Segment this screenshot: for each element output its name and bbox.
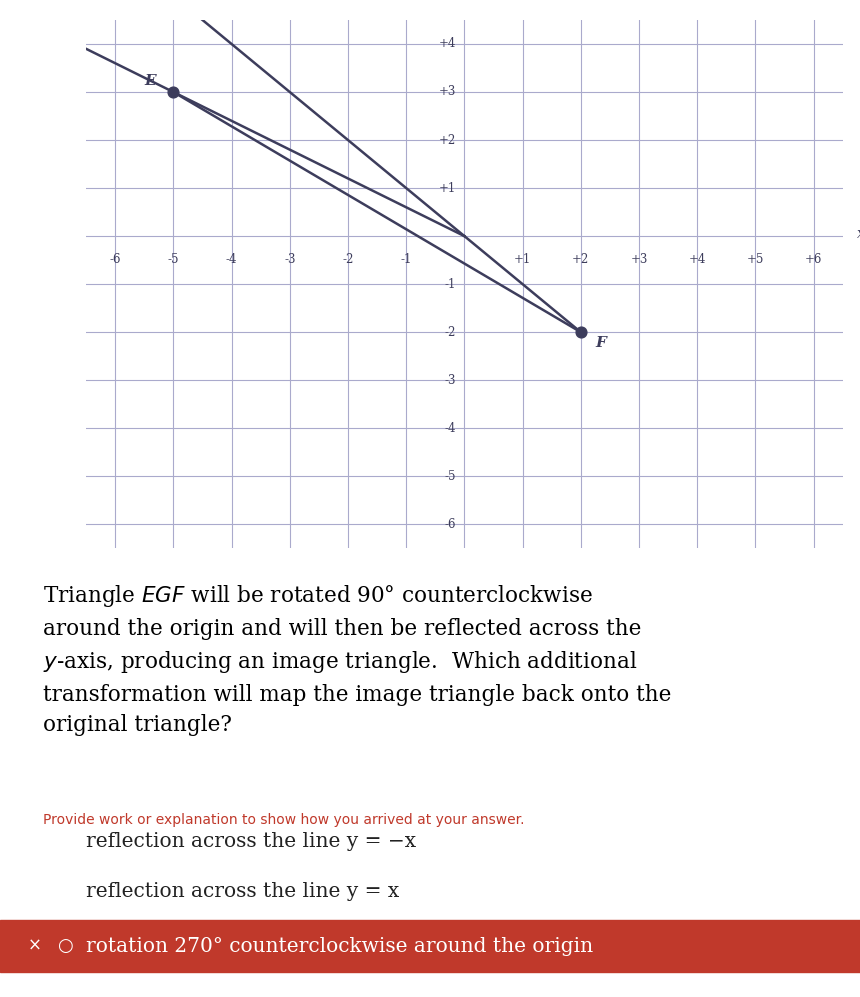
Text: -1: -1 — [445, 277, 456, 291]
Text: F: F — [595, 336, 606, 350]
Text: ×: × — [28, 936, 41, 955]
Text: reflection across the line y = x: reflection across the line y = x — [86, 881, 399, 901]
Text: +6: +6 — [805, 253, 822, 266]
Text: x: x — [857, 226, 860, 240]
Text: -2: -2 — [342, 253, 353, 266]
Text: -3: -3 — [444, 374, 456, 387]
Text: -3: -3 — [284, 253, 296, 266]
Text: +5: +5 — [746, 253, 765, 266]
Text: -1: -1 — [401, 253, 412, 266]
Text: reflection across the line y = −x: reflection across the line y = −x — [86, 831, 416, 851]
Point — [574, 324, 587, 340]
Text: E: E — [144, 74, 156, 88]
Text: -2: -2 — [445, 326, 456, 339]
Text: rotation 270° counterclockwise around the origin: rotation 270° counterclockwise around th… — [86, 936, 593, 956]
Text: -5: -5 — [168, 253, 179, 266]
Text: +2: +2 — [439, 134, 456, 147]
Text: +3: +3 — [630, 253, 648, 266]
Text: ○: ○ — [57, 937, 72, 955]
Text: -6: -6 — [444, 517, 456, 530]
Text: +4: +4 — [689, 253, 706, 266]
Text: -4: -4 — [444, 422, 456, 435]
Text: Provide work or explanation to show how you arrived at your answer.: Provide work or explanation to show how … — [43, 813, 525, 827]
Text: -5: -5 — [444, 470, 456, 483]
Text: +1: +1 — [514, 253, 531, 266]
Text: -6: -6 — [109, 253, 121, 266]
Text: +1: +1 — [439, 181, 456, 194]
Text: +4: +4 — [439, 38, 456, 51]
Text: +3: +3 — [439, 86, 456, 99]
Text: -4: -4 — [226, 253, 237, 266]
Point — [167, 84, 181, 100]
Text: Triangle $EGF$ will be rotated 90° counterclockwise
around the origin and will t: Triangle $EGF$ will be rotated 90° count… — [43, 583, 672, 736]
Text: +2: +2 — [572, 253, 589, 266]
